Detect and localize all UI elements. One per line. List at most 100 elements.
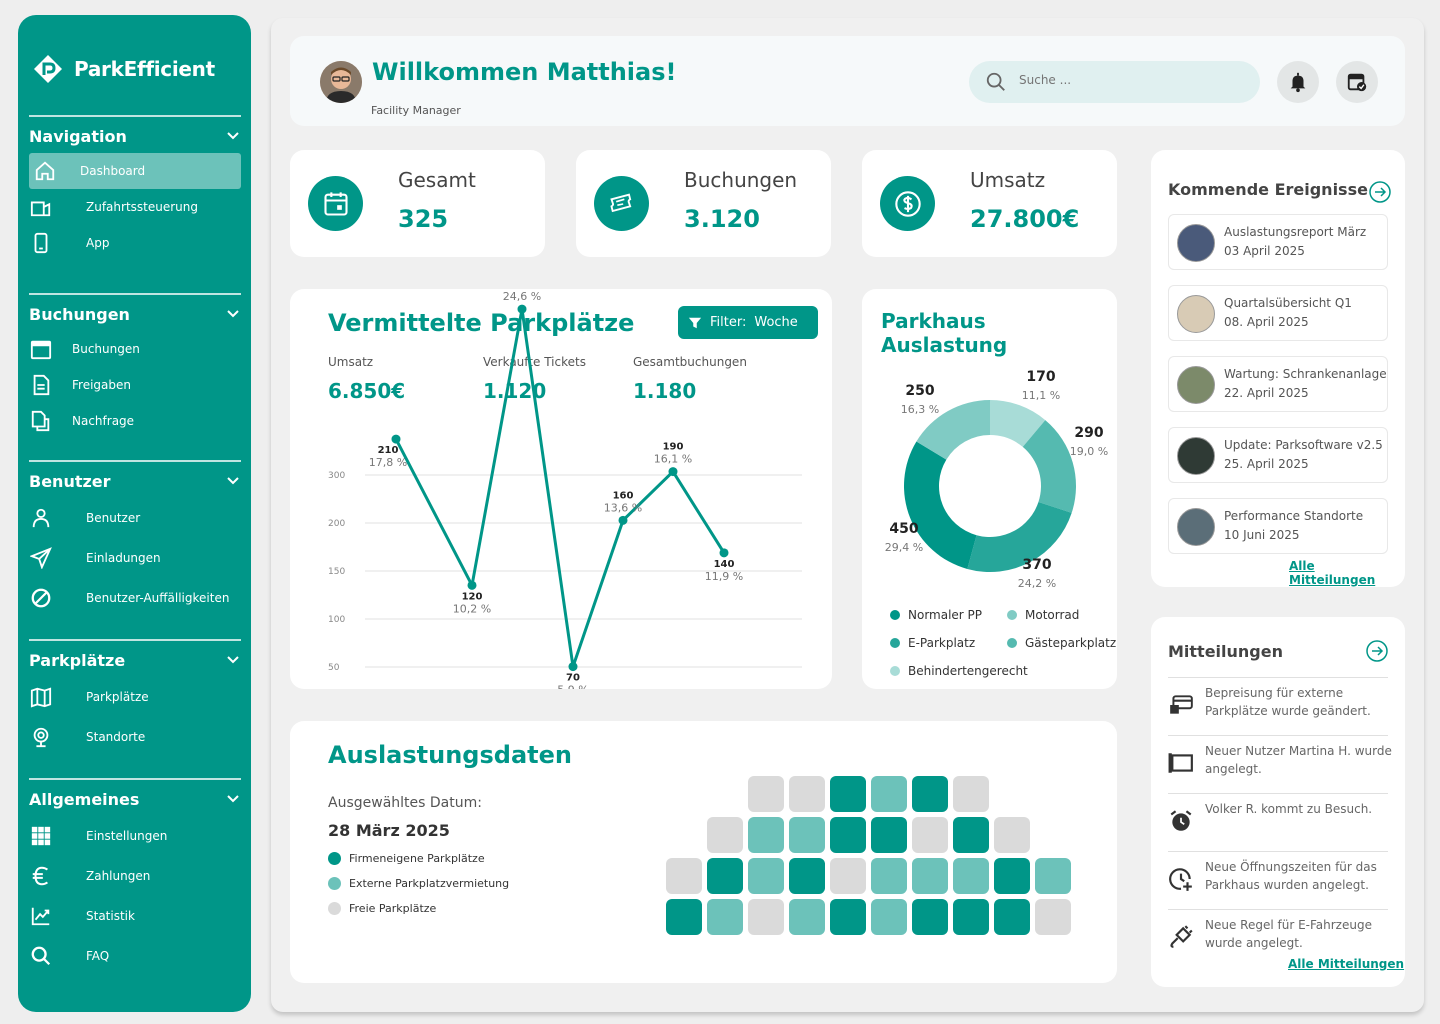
parking-slot[interactable] xyxy=(789,817,825,853)
sidebar-item-parkplaetze[interactable]: Parkplätze xyxy=(29,677,241,717)
stat-card-gesamt[interactable]: Gesamt 325 xyxy=(290,150,545,257)
sidebar-item-benutzer-auffaelligkeiten[interactable]: Benutzer-Auffälligkeiten xyxy=(29,578,241,618)
parking-slot[interactable] xyxy=(830,858,866,894)
message-item[interactable]: Neue Öffnungszeiten für das Parkhaus wur… xyxy=(1168,851,1388,907)
parking-slot[interactable] xyxy=(871,858,907,894)
sidebar-item-nachfrage[interactable]: Nachfrage xyxy=(29,403,241,439)
sidebar-item-benutzer[interactable]: Benutzer xyxy=(29,498,241,538)
nav-head-parkplaetze[interactable]: Parkplätze xyxy=(29,649,241,671)
parking-slot[interactable] xyxy=(994,817,1030,853)
parking-slot[interactable] xyxy=(666,899,702,935)
filter-icon xyxy=(688,317,702,328)
nav-head-buchungen[interactable]: Buchungen xyxy=(29,303,241,325)
parking-slot[interactable] xyxy=(912,899,948,935)
slice-pct-label: 29,4 % xyxy=(885,541,923,554)
parking-slot[interactable] xyxy=(748,858,784,894)
nav-head-navigation[interactable]: Navigation xyxy=(29,125,241,147)
parking-slot[interactable] xyxy=(707,858,743,894)
parking-slot[interactable] xyxy=(830,776,866,812)
kpi-gesamtbuchungen: Gesamtbuchungen 1.180 xyxy=(633,355,747,403)
data-pct-label: 24,6 % xyxy=(503,290,541,303)
search-bar[interactable] xyxy=(969,61,1260,103)
parking-slot[interactable] xyxy=(830,899,866,935)
sidebar-item-standorte[interactable]: Standorte xyxy=(29,717,241,757)
messages-all-link[interactable]: Alle Mitteilungen xyxy=(1288,957,1405,971)
sidebar-item-zahlungen[interactable]: Zahlungen xyxy=(29,856,241,896)
filter-button[interactable]: Filter: Woche xyxy=(678,306,818,339)
arrow-right-circle-icon[interactable] xyxy=(1365,639,1389,663)
avatar[interactable] xyxy=(320,61,362,103)
parking-slot[interactable] xyxy=(707,899,743,935)
data-label: 290 xyxy=(512,289,533,290)
sidebar-item-buchungen[interactable]: Buchungen xyxy=(29,331,241,367)
parking-slot[interactable] xyxy=(707,817,743,853)
selected-date[interactable]: 28 März 2025 xyxy=(328,821,450,840)
event-title: Performance Standorte xyxy=(1224,509,1364,523)
sidebar-item-zufahrtssteuerung[interactable]: Zufahrtssteuerung xyxy=(29,189,241,225)
parking-slot[interactable] xyxy=(912,817,948,853)
event-item[interactable]: Update: Parksoftware v2.5 25. April 2025 xyxy=(1168,427,1388,483)
parking-slot[interactable] xyxy=(789,858,825,894)
euro-icon xyxy=(29,864,53,888)
parking-slot[interactable] xyxy=(953,776,989,812)
parking-slot[interactable] xyxy=(748,776,784,812)
message-item[interactable]: Neue Regel für E-Fahrzeuge wurde angeleg… xyxy=(1168,909,1388,965)
search-input[interactable] xyxy=(1019,73,1239,87)
sidebar-item-einladungen[interactable]: Einladungen xyxy=(29,538,241,578)
message-item[interactable]: Bepreisung für externe Parkplätze wurde … xyxy=(1168,677,1388,733)
parking-slot[interactable] xyxy=(871,899,907,935)
event-item[interactable]: Auslastungsreport März 03 April 2025 xyxy=(1168,214,1388,270)
slice-label: 170 xyxy=(1026,369,1055,385)
parking-slot[interactable] xyxy=(953,817,989,853)
chart-icon xyxy=(29,904,53,928)
parking-slot[interactable] xyxy=(789,899,825,935)
parking-slot[interactable] xyxy=(1035,858,1071,894)
legend-behindertengerecht: Behindertengerecht xyxy=(890,664,1028,678)
legend-normaler-pp: Normaler PP xyxy=(890,608,982,622)
calendar-check-button[interactable] xyxy=(1336,61,1378,103)
event-item[interactable]: Quartalsübersicht Q1 08. April 2025 xyxy=(1168,285,1388,341)
nav-head-benutzer[interactable]: Benutzer xyxy=(29,470,241,492)
stat-card-umsatz[interactable]: Umsatz 27.800€ xyxy=(862,150,1117,257)
legend-freie: Freie Parkplätze xyxy=(328,902,436,915)
parking-slot[interactable] xyxy=(953,858,989,894)
y-tick-label: 50 xyxy=(328,663,340,673)
parking-slot[interactable] xyxy=(748,817,784,853)
slice-pct-label: 11,1 % xyxy=(1022,389,1060,402)
events-all-link[interactable]: Alle Mitteilungen xyxy=(1289,559,1376,587)
parking-slot[interactable] xyxy=(1035,899,1071,935)
event-item[interactable]: Performance Standorte 10 Juni 2025 xyxy=(1168,498,1388,554)
message-item[interactable]: Volker R. kommt zu Besuch. xyxy=(1168,793,1388,849)
chevron-down-icon xyxy=(227,795,239,803)
parking-slot[interactable] xyxy=(912,858,948,894)
clock-plus-icon xyxy=(1169,868,1192,891)
brand[interactable]: ParkEfficient xyxy=(32,53,215,85)
stat-card-buchungen[interactable]: Buchungen 3.120 xyxy=(576,150,831,257)
event-item[interactable]: Wartung: Schrankenanlage 22. April 2025 xyxy=(1168,356,1388,412)
nav-head-allgemeines[interactable]: Allgemeines xyxy=(29,788,241,810)
message-item[interactable]: Neuer Nutzer Martina H. wurde angelegt. xyxy=(1168,735,1392,791)
event-thumbnail xyxy=(1177,295,1215,333)
notifications-button[interactable] xyxy=(1277,61,1319,103)
chevron-down-icon xyxy=(227,132,239,140)
parking-slot[interactable] xyxy=(789,776,825,812)
parking-slot[interactable] xyxy=(830,817,866,853)
parking-slot[interactable] xyxy=(871,776,907,812)
logo-icon xyxy=(34,55,62,83)
parking-slot[interactable] xyxy=(666,858,702,894)
parking-slot[interactable] xyxy=(994,858,1030,894)
parking-slot[interactable] xyxy=(953,899,989,935)
parking-slot[interactable] xyxy=(912,776,948,812)
arrow-right-circle-icon[interactable] xyxy=(1368,180,1392,204)
parking-slot[interactable] xyxy=(748,899,784,935)
sidebar-item-dashboard[interactable]: Dashboard xyxy=(29,153,241,189)
sidebar-item-app[interactable]: App xyxy=(29,225,241,261)
sidebar-item-statistik[interactable]: Statistik xyxy=(29,896,241,936)
parking-slot[interactable] xyxy=(994,899,1030,935)
event-thumbnail xyxy=(1177,508,1215,546)
parking-slot[interactable] xyxy=(871,817,907,853)
sidebar-item-einstellungen[interactable]: Einstellungen xyxy=(29,816,241,856)
sidebar-item-freigaben[interactable]: Freigaben xyxy=(29,367,241,403)
sidebar-item-faq[interactable]: FAQ xyxy=(29,936,241,976)
